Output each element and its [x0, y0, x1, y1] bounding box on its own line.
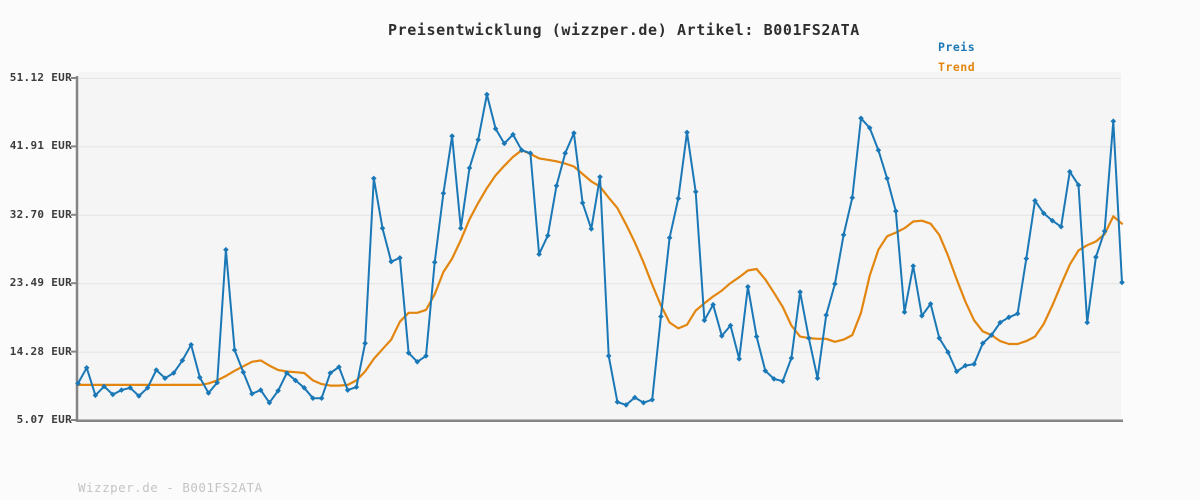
watermark-text: Wizzper.de - B001FS2ATA [78, 480, 263, 495]
y-axis-tick-label: 14.28 EUR [9, 344, 72, 358]
legend-entry-trend: Trend [938, 60, 976, 74]
chart-title: Preisentwicklung (wizzper.de) Artikel: B… [388, 21, 860, 39]
y-axis-tick-label: 23.49 EUR [9, 276, 72, 290]
y-axis-tick-label: 51.12 EUR [9, 71, 72, 84]
plot-area [78, 72, 1121, 421]
y-axis-tick-label: 5.07 EUR [16, 413, 72, 426]
legend-entry-preis: Preis [938, 40, 976, 54]
y-axis-tick-label: 41.91 EUR [9, 139, 72, 153]
y-axis-tick-label: 32.70 EUR [9, 207, 72, 221]
